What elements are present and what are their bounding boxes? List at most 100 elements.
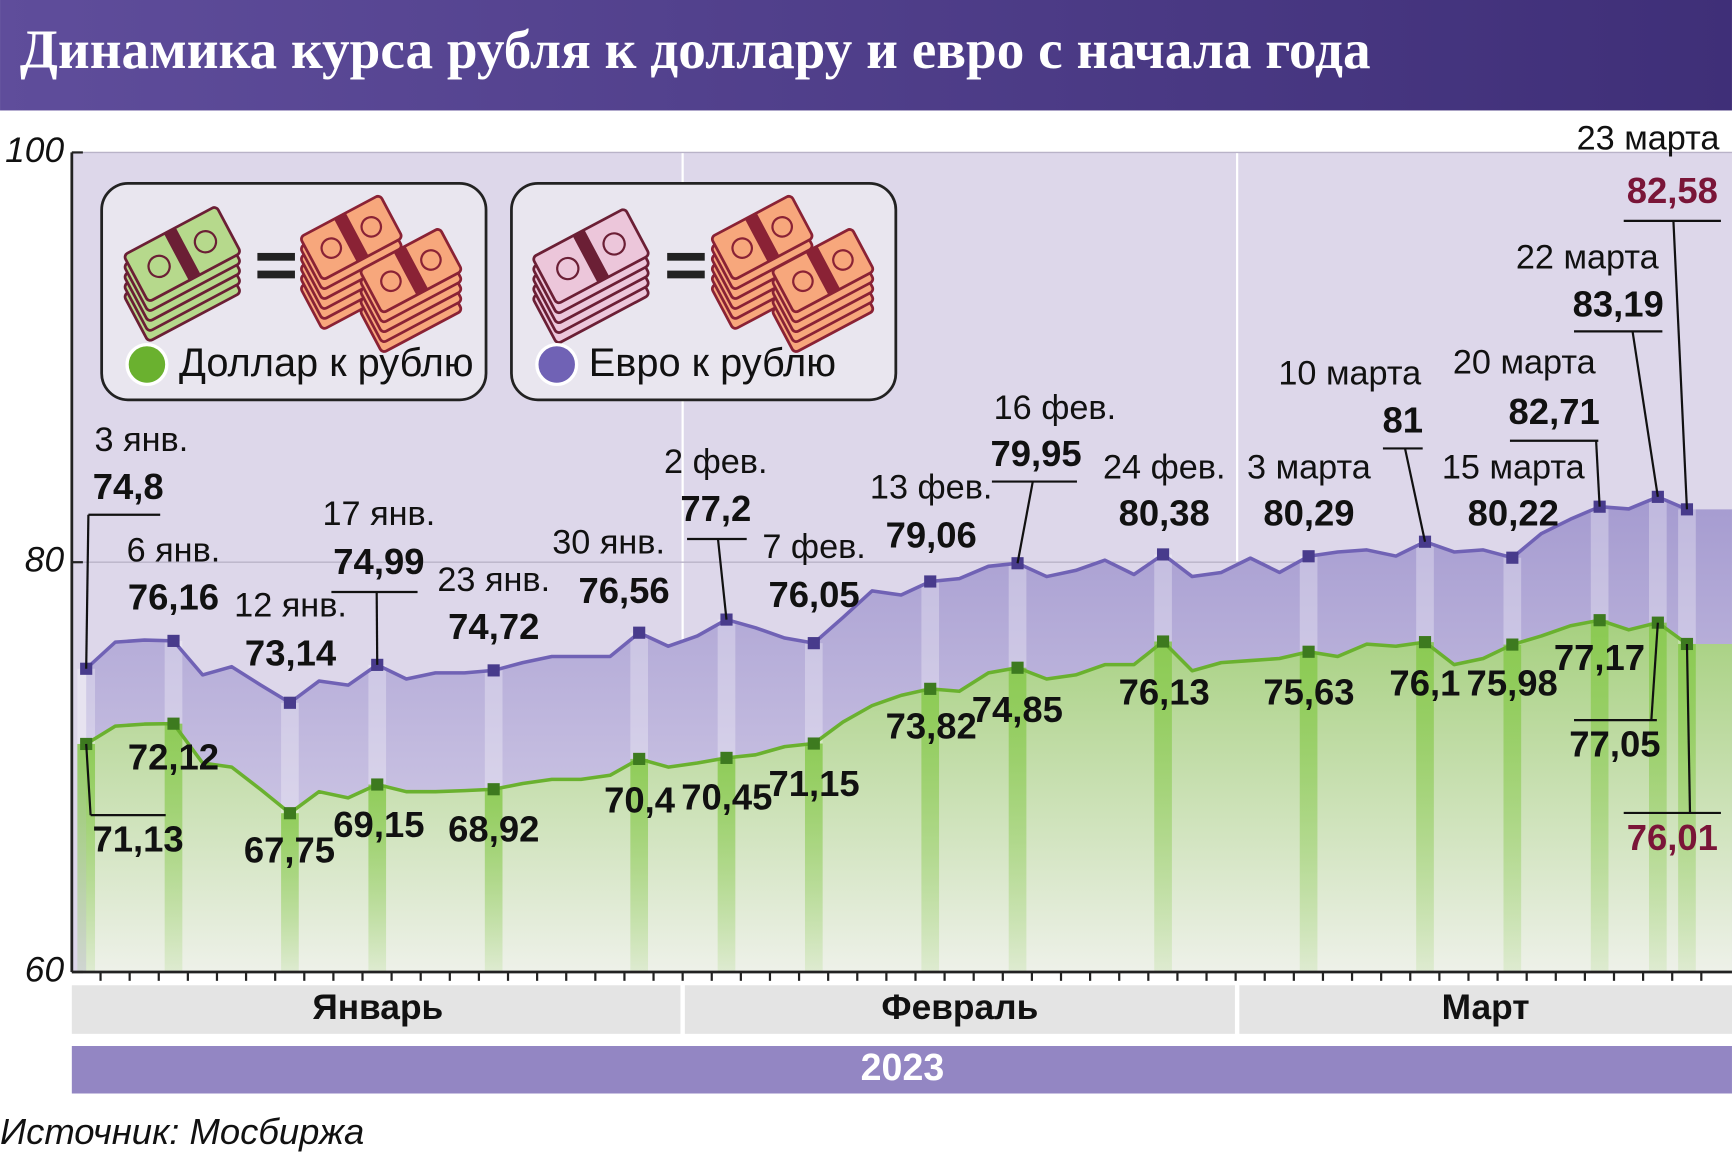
marker [1680, 637, 1694, 651]
money-bill [123, 206, 241, 302]
highlight-bar [368, 784, 387, 973]
axes: 60 80 100 [5, 131, 1732, 989]
legend-label: Доллар к рублю [179, 341, 474, 385]
marker [720, 751, 733, 764]
value-label: 74,85 [972, 689, 1063, 730]
value-label: 72,12 [128, 737, 219, 778]
bill-coin [832, 249, 854, 271]
marker [924, 575, 937, 588]
date-label: 17 янв. [323, 495, 436, 533]
date-label: 3 марта [1247, 448, 1372, 486]
highlight-bar [1299, 556, 1318, 652]
marker [807, 637, 820, 650]
value-label: 76,01 [1627, 817, 1718, 858]
highlight-bar [484, 670, 503, 790]
date-label: 16 фев. [994, 389, 1117, 427]
month-label: Январь [312, 988, 443, 1027]
highlight-bar [717, 619, 736, 758]
marker [487, 664, 500, 677]
highlight-bar [368, 664, 387, 785]
bill-coin [360, 216, 383, 238]
marker [487, 783, 500, 796]
value-label: 77,2 [680, 488, 751, 529]
highlight-bar [1503, 644, 1522, 973]
title-bar [0, 0, 1732, 111]
value-label: 82,71 [1509, 391, 1600, 432]
value-label: 79,06 [886, 515, 977, 556]
money-bill [771, 228, 875, 314]
marker [1302, 645, 1315, 658]
date-label: 12 янв. [234, 587, 347, 625]
date-label: 15 марта [1442, 448, 1586, 486]
bill-coin [792, 270, 814, 293]
marker [283, 696, 296, 709]
marker [1651, 490, 1664, 503]
bill-band [163, 227, 201, 281]
year-band [71, 1046, 1732, 1094]
value-label: 76,1 [1389, 663, 1460, 704]
leader-line [1016, 481, 1034, 564]
bill-coin [420, 249, 442, 271]
leader-line [1595, 440, 1601, 507]
date-label: 10 марта [1278, 355, 1422, 393]
highlight-bar [804, 743, 823, 973]
y-tick-label: 80 [25, 541, 65, 580]
highlight-bar [77, 668, 96, 744]
highlight-bar [1416, 541, 1434, 643]
month-band [684, 985, 1235, 1034]
leader-line [1672, 220, 1689, 510]
money-bill [300, 194, 403, 281]
value-label: 82,58 [1627, 170, 1718, 211]
bill-band [334, 212, 369, 263]
marker [167, 634, 180, 647]
value-label: 73,14 [245, 633, 337, 674]
highlight-bar [1008, 563, 1027, 668]
highlight-bar [921, 581, 940, 689]
leader-line [1650, 622, 1659, 721]
value-label: 71,13 [93, 818, 184, 859]
equals-sign [667, 270, 705, 279]
highlight-bar [164, 723, 183, 973]
marker [1302, 550, 1315, 563]
marker [633, 752, 646, 765]
bill-band [744, 212, 780, 263]
chart-title: Динамика курса рубля к доллару и евро с … [20, 19, 1371, 80]
marker [1156, 635, 1170, 648]
source: Источник: Мосбиржа [0, 1111, 364, 1152]
value-label: 67,75 [244, 829, 335, 870]
highlight-bar [1154, 554, 1172, 642]
date-label: 7 фев. [762, 528, 865, 566]
date-label: 13 фев. [870, 468, 993, 506]
money-bill [710, 194, 814, 281]
plot: 3 янв. 74,8 71,13 6 янв. 76,16 72,12 12 янв. 73… [71, 119, 1732, 973]
value-label: 73,82 [886, 706, 977, 747]
bill-coin [147, 254, 171, 279]
equals-sign [667, 252, 705, 261]
leader-line [1631, 331, 1659, 498]
highlight-bar [281, 813, 299, 973]
year-label: 2023 [861, 1046, 945, 1088]
highlight-bar [630, 758, 649, 973]
date-label: 3 янв. [95, 421, 189, 459]
value-label: 79,95 [991, 433, 1082, 474]
marker [1506, 638, 1519, 651]
highlight-bar [1154, 641, 1172, 973]
marker [633, 626, 646, 639]
leader-line [716, 538, 728, 620]
marker [167, 717, 180, 730]
highlight-bar [1008, 667, 1027, 973]
leader-line [85, 514, 90, 669]
bill-coin [380, 270, 402, 293]
date-label: 2 фев. [664, 443, 767, 481]
marker [1011, 661, 1024, 674]
marker [1418, 636, 1432, 649]
highlight-bar [1590, 506, 1609, 621]
equals-sign [257, 270, 295, 279]
marker [924, 682, 937, 695]
money-bill [359, 228, 463, 314]
value-label: 76,13 [1119, 671, 1210, 712]
value-label: 70,45 [681, 776, 772, 817]
bill-coin [771, 216, 793, 238]
highlight-bar [281, 702, 299, 814]
marker [1680, 503, 1694, 516]
